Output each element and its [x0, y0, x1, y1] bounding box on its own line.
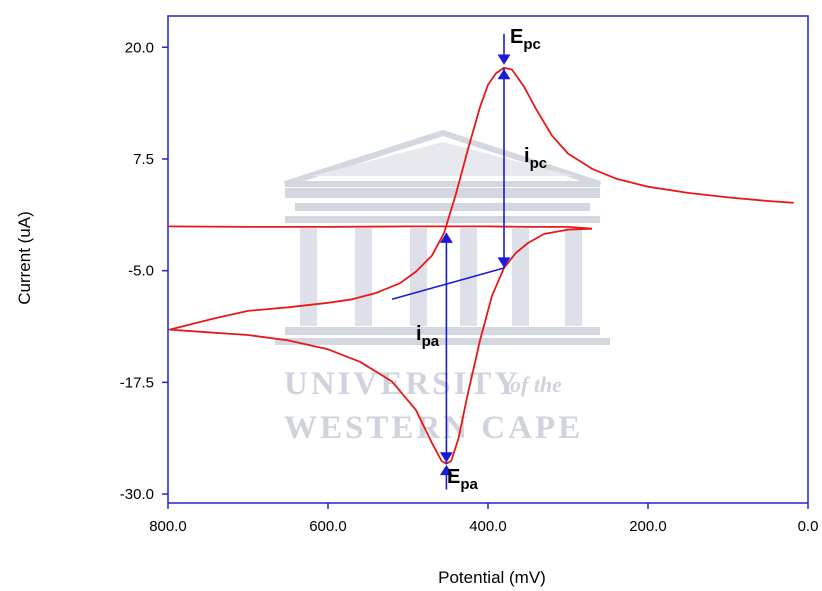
y-tick-label: -5.0: [128, 263, 154, 280]
y-tick-label: -17.5: [120, 374, 154, 391]
ipa-label: ipa: [416, 323, 440, 350]
ipc-arrow-bottom: [497, 257, 511, 268]
epa-arrowhead: [439, 464, 453, 476]
x-tick-label: 0.0: [798, 518, 819, 535]
y-tick-label: -30.0: [120, 486, 154, 503]
watermark-line2: WESTERN CAPE: [284, 410, 583, 446]
y-tick-label: 7.5: [133, 151, 154, 168]
watermark-line1: UNIVERSITY: [284, 366, 521, 402]
x-tick-label: 200.0: [629, 518, 667, 535]
ipc-arrow-top: [497, 68, 511, 80]
y-tick-label: 20.0: [125, 39, 154, 56]
ipc-label: ipc: [524, 145, 547, 172]
baseline-trace: [167, 225, 593, 230]
epa-label: Epa: [447, 466, 479, 493]
x-axis-title: Potential (mV): [438, 568, 546, 587]
cv-curve: [168, 66, 794, 465]
x-tick-label: 400.0: [469, 518, 507, 535]
ipa-arrow-bottom: [439, 452, 453, 463]
epc-arrowhead: [497, 54, 511, 65]
university-logo-watermark: UNIVERSITY of the WESTERN CAPE: [275, 129, 610, 446]
y-axis-title: Current (uA): [15, 211, 34, 305]
watermark-line1-tail: of the: [510, 372, 562, 397]
x-tick-label: 800.0: [149, 518, 187, 535]
cathodic-baseline-line: [391, 267, 505, 301]
epc-label: Epc: [510, 26, 541, 53]
x-tick-label: 600.0: [309, 518, 347, 535]
ipa-arrow-top: [439, 232, 453, 243]
